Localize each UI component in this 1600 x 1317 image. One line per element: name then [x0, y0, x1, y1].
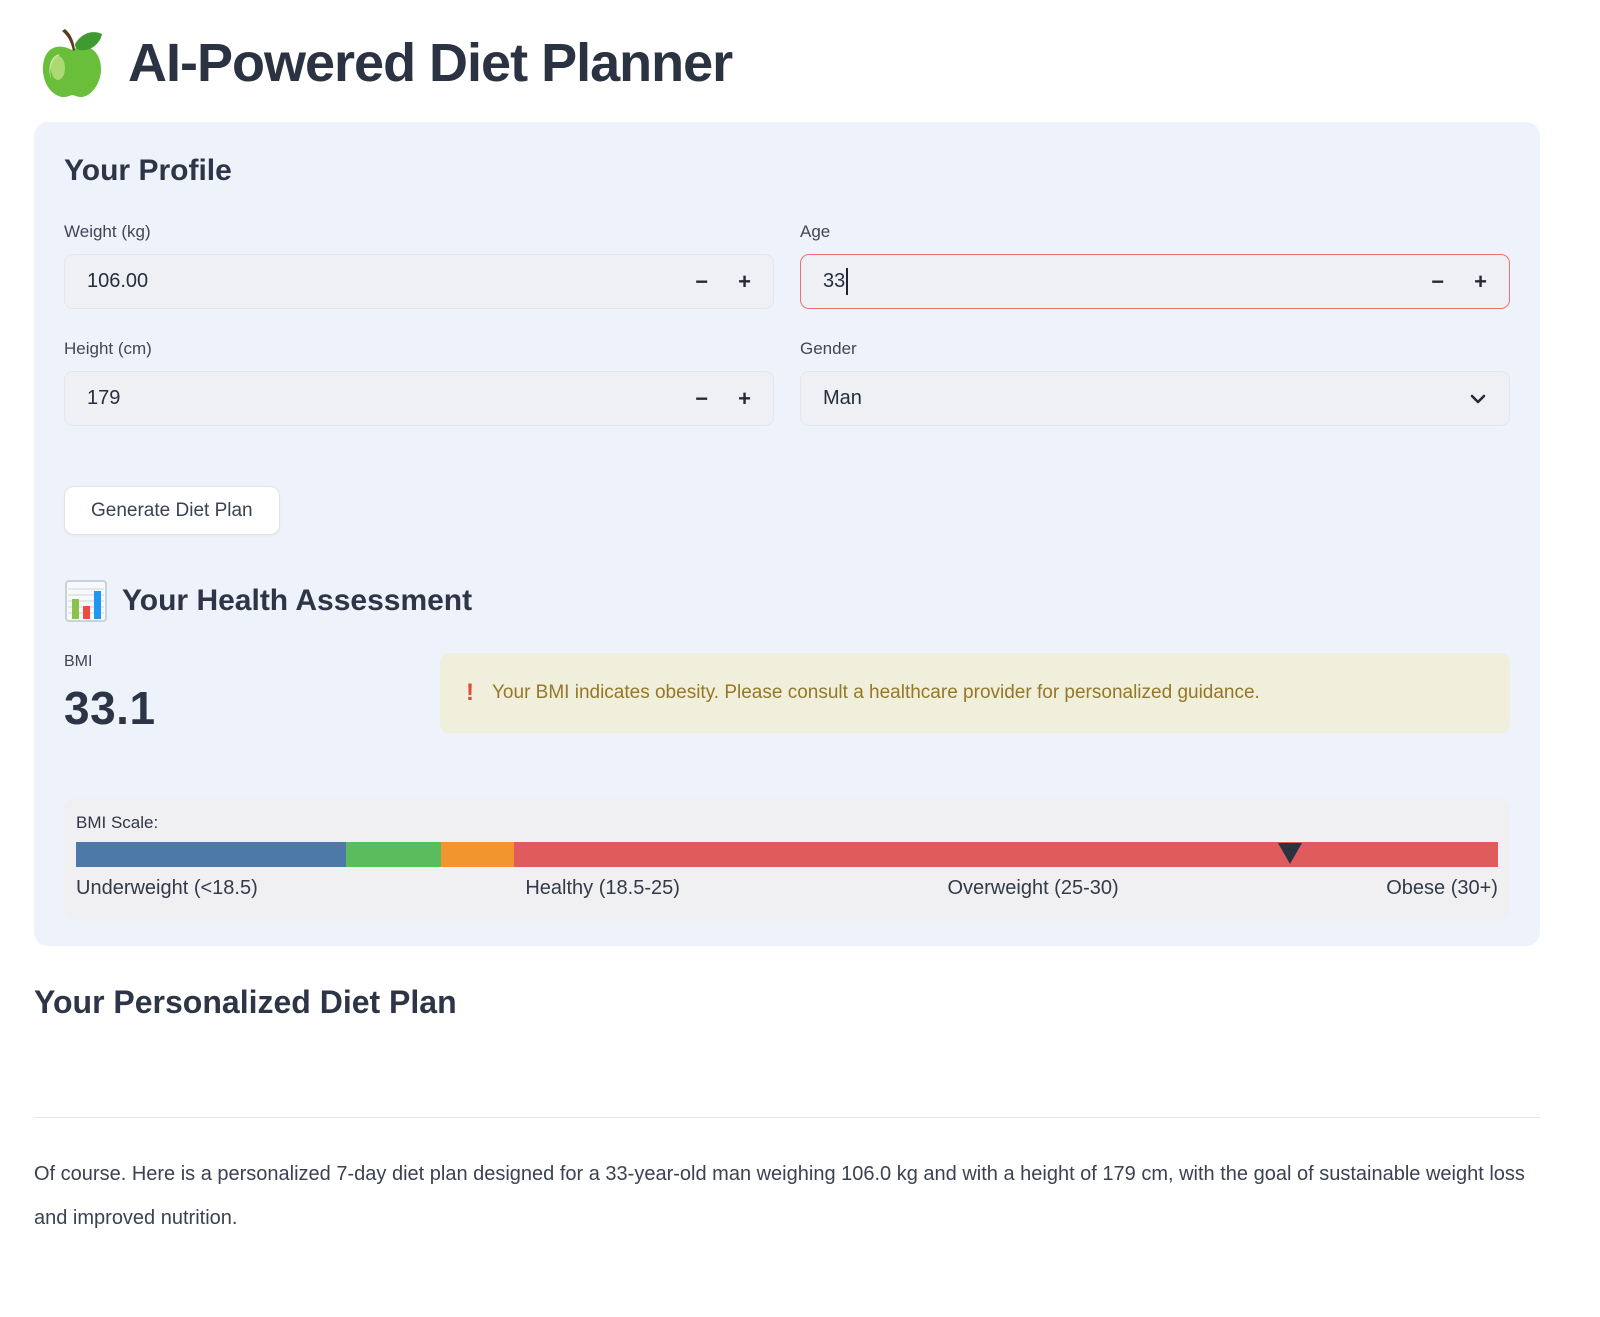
gender-field: Gender Man: [800, 339, 1510, 426]
plus-icon[interactable]: +: [738, 268, 751, 294]
weight-field: Weight (kg) 106.00 − +: [64, 222, 774, 309]
weight-value[interactable]: 106.00: [87, 270, 149, 292]
age-stepper: − +: [1431, 268, 1487, 294]
bmi-value: 33.1: [64, 682, 156, 734]
health-assessment-title: Your Health Assessment: [122, 584, 473, 617]
tick-healthy: Healthy (18.5-25): [525, 877, 680, 899]
warning-icon: !: [466, 679, 474, 706]
bmi-block: BMI 33.1: [64, 653, 440, 735]
profile-form: Weight (kg) 106.00 − + Age 33 − + He: [64, 222, 1510, 456]
minus-icon[interactable]: −: [695, 268, 709, 294]
plus-icon[interactable]: +: [1474, 268, 1487, 294]
tick-obese: Obese (30+): [1386, 877, 1498, 899]
age-label: Age: [800, 222, 831, 241]
plan-heading: Your Personalized Diet Plan: [34, 984, 457, 1020]
weight-label: Weight (kg): [64, 222, 151, 241]
profile-panel: Your Profile Weight (kg) 106.00 − + Age …: [34, 122, 1540, 946]
bmi-scale-ticks: Underweight (<18.5) Healthy (18.5-25) Ov…: [76, 877, 1498, 900]
page-title: AI-Powered Diet Planner: [128, 33, 733, 93]
bmi-label: BMI: [64, 653, 93, 670]
assessment-row: BMI 33.1 ! Your BMI indicates obesity. P…: [64, 653, 1510, 735]
bmi-marker: [1278, 843, 1303, 864]
divider: [34, 1117, 1540, 1118]
warning-text: Your BMI indicates obesity. Please consu…: [492, 682, 1260, 703]
weight-stepper: − +: [695, 268, 751, 294]
bmi-scale-bar: [76, 842, 1498, 867]
minus-icon[interactable]: −: [1431, 268, 1445, 294]
minus-icon[interactable]: −: [695, 385, 709, 411]
plus-icon[interactable]: +: [738, 385, 751, 411]
bmi-scale-panel: BMI Scale: Underweight (<18.5) Healthy (…: [64, 799, 1510, 920]
bmi-scale-label: BMI Scale:: [76, 813, 159, 832]
tick-overweight: Overweight (25-30): [947, 877, 1119, 899]
generate-diet-plan-button[interactable]: Generate Diet Plan: [64, 486, 280, 535]
height-stepper: − +: [695, 385, 751, 411]
height-label: Height (cm): [64, 339, 152, 358]
text-cursor: [846, 268, 848, 295]
profile-heading: Your Profile: [64, 154, 232, 187]
height-input[interactable]: 179 − +: [64, 371, 774, 426]
app-header: AI-Powered Diet Planner: [0, 0, 1600, 100]
scale-segment-obese: [513, 842, 1498, 867]
age-field: Age 33 − +: [800, 222, 1510, 309]
scale-segment-overweight: [441, 842, 514, 867]
age-input[interactable]: 33 − +: [800, 254, 1510, 309]
chevron-down-icon[interactable]: [1469, 390, 1487, 408]
scale-segment-healthy: [346, 842, 442, 867]
gender-select[interactable]: Man: [800, 371, 1510, 426]
weight-input[interactable]: 106.00 − +: [64, 254, 774, 309]
health-assessment-heading: Your Health Assessment: [64, 579, 1510, 623]
height-value[interactable]: 179: [87, 387, 121, 409]
gender-label: Gender: [800, 339, 857, 358]
apple-logo-icon: [42, 29, 102, 98]
gender-value[interactable]: Man: [823, 387, 862, 409]
tick-underweight: Underweight (<18.5): [76, 877, 258, 899]
bmi-warning-box: ! Your BMI indicates obesity. Please con…: [440, 653, 1510, 733]
scale-segment-underweight: [76, 842, 347, 867]
bar-chart-icon: [65, 580, 107, 622]
age-value[interactable]: 33: [823, 268, 1431, 295]
height-field: Height (cm) 179 − +: [64, 339, 774, 426]
plan-paragraph: Of course. Here is a personalized 7-day …: [34, 1163, 1525, 1229]
